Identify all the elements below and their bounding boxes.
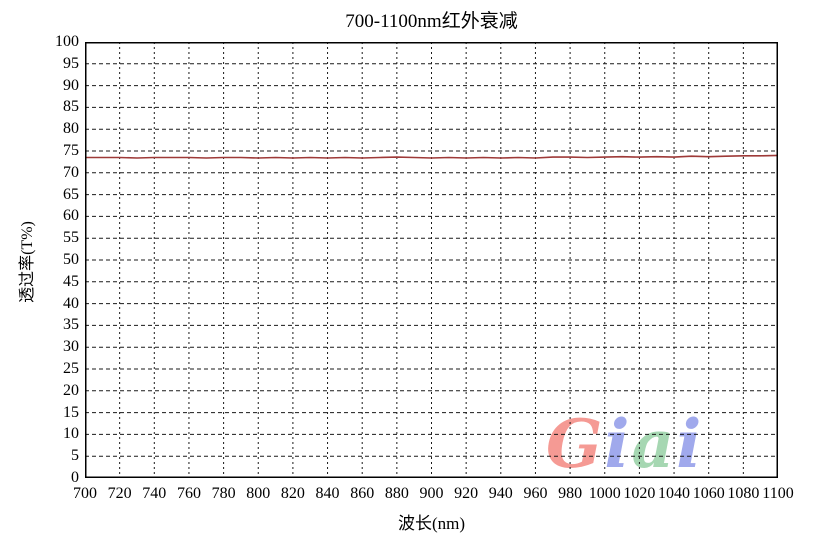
- y-tick-label: 85: [63, 98, 79, 116]
- y-tick-label: 30: [63, 338, 79, 356]
- x-tick-label: 1100: [762, 485, 794, 502]
- y-tick-label: 65: [63, 185, 79, 203]
- x-tick-label: 840: [315, 485, 340, 502]
- giai-watermark-logo: Giai: [546, 404, 703, 484]
- y-tick-label: 20: [63, 381, 79, 399]
- plot-area: [85, 42, 779, 478]
- y-tick-label: 35: [63, 316, 79, 334]
- y-tick-label: 75: [63, 142, 79, 159]
- y-tick-label: 90: [63, 76, 79, 94]
- watermark-letter: i: [604, 405, 632, 483]
- x-tick-label: 980: [558, 485, 583, 502]
- x-tick-label: 920: [454, 485, 479, 502]
- y-tick-label: 25: [63, 360, 79, 377]
- y-tick-label: 50: [63, 251, 79, 268]
- x-tick-label: 1040: [658, 485, 691, 502]
- x-tick-label: 700: [73, 485, 97, 502]
- y-tick-label: 10: [63, 425, 79, 443]
- x-tick-label: 860: [350, 485, 375, 502]
- y-tick-label: 40: [63, 294, 79, 312]
- x-tick-label: 900: [419, 485, 444, 502]
- y-tick-label: 100: [55, 33, 79, 50]
- y-tick-label: 5: [71, 447, 79, 465]
- chart-title: 700-1100nm红外衰减: [345, 11, 518, 32]
- x-axis-label: 波长(nm): [397, 514, 466, 533]
- x-tick-label: 820: [280, 485, 305, 502]
- watermark-letter: i: [676, 405, 704, 483]
- y-tick-label: 55: [63, 229, 79, 247]
- y-tick-label: 60: [63, 207, 79, 225]
- x-tick-label: 740: [142, 485, 167, 502]
- x-tick-label: 1080: [727, 485, 760, 502]
- x-tick-label: 1000: [588, 485, 621, 502]
- x-tick-label: 760: [176, 485, 201, 502]
- x-tick-label: 940: [488, 485, 513, 502]
- y-tick-label: 80: [63, 120, 79, 138]
- watermark-letter: a: [631, 405, 677, 483]
- x-tick-label: 780: [211, 485, 236, 502]
- watermark-letter: G: [546, 405, 605, 483]
- y-tick-label: 45: [63, 272, 79, 290]
- x-tick-label: 880: [384, 485, 409, 502]
- y-tick-label: 70: [63, 163, 79, 181]
- transmittance-line: [85, 154, 779, 159]
- x-tick-label: 1020: [623, 485, 656, 502]
- plot-border: [85, 42, 778, 478]
- x-tick-label: 720: [107, 485, 132, 502]
- x-tick-label: 800: [246, 485, 271, 502]
- x-tick-label: 1060: [692, 485, 725, 502]
- y-tick-label: 0: [71, 469, 79, 486]
- y-tick-label: 15: [63, 403, 79, 421]
- x-tick-label: 960: [523, 485, 548, 502]
- y-tick-label: 95: [63, 54, 79, 72]
